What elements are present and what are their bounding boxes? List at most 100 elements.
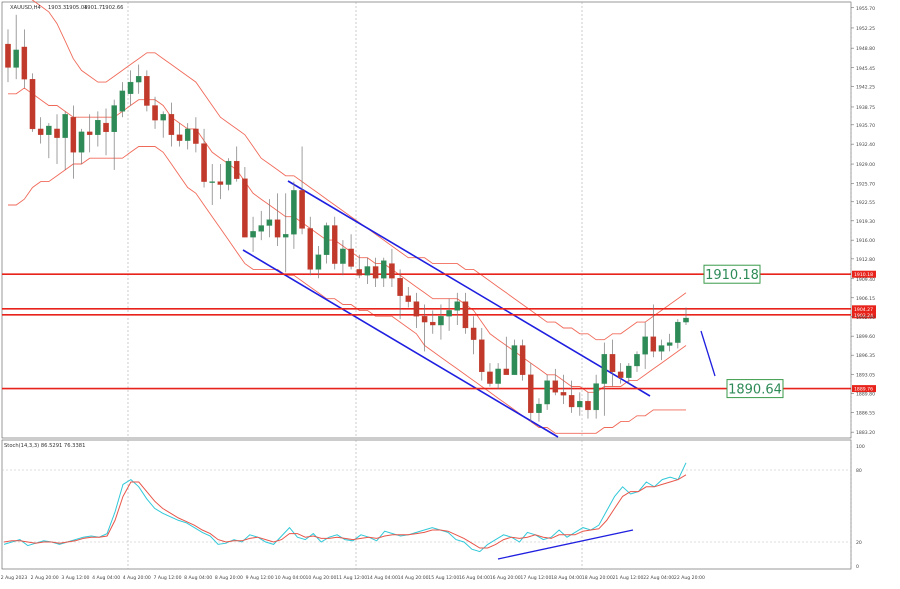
stoch-header: Stoch(14,3,3) 86.5291 76.3381	[4, 443, 85, 449]
candle-body	[274, 219, 281, 238]
ohlc-value: 1905.04	[66, 5, 88, 11]
ohlc-value: 1901.71	[84, 5, 105, 11]
level-axis-label: 1889.76	[854, 387, 873, 393]
y-tick-label: 1935.70	[856, 123, 875, 129]
y-tick-label: 1896.35	[856, 353, 875, 359]
candle-body	[37, 128, 44, 135]
y-tick-label: 1932.40	[856, 142, 875, 148]
candle-body	[381, 260, 387, 279]
main-panel-frame	[1, 1, 852, 439]
candle-body	[217, 181, 224, 185]
y-tick-label: 1948.80	[856, 46, 875, 52]
y-tick-label: 1889.80	[856, 392, 875, 398]
y-tick-label: 1922.55	[856, 200, 875, 206]
level-callout-box	[703, 264, 761, 284]
x-tick-label: 2 Aug 2023	[1, 575, 28, 581]
level-axis-label: 1910.18	[854, 272, 873, 278]
candle-body	[675, 321, 681, 343]
x-tick-label: 4 Aug 20:00	[123, 575, 151, 581]
trend-channel	[242, 180, 716, 438]
y-tick-label: 1945.45	[856, 66, 875, 72]
x-tick-label: 3 Aug 12:00	[61, 575, 89, 581]
candle-body	[462, 301, 469, 329]
y-tick-label: 1893.05	[856, 372, 875, 378]
y-tick-label: 1883.20	[856, 430, 875, 436]
candle-body	[95, 119, 101, 135]
candle-body	[111, 105, 117, 133]
x-tick-label: 18 Aug 20:00	[582, 575, 613, 581]
candle-body	[348, 248, 354, 267]
level-axis-badge	[852, 305, 876, 313]
y-tick-label: 1942.25	[856, 84, 875, 90]
candle-body	[323, 225, 330, 255]
level-axis-badge	[852, 270, 876, 278]
x-tick-label: 10 Aug 04:00	[275, 575, 306, 581]
grid	[1, 1, 852, 570]
candle-body	[70, 117, 77, 153]
candle-body	[242, 178, 248, 238]
level-callout-box	[726, 379, 784, 399]
ohlc-value: 1903.31	[48, 5, 69, 11]
candle-body	[5, 43, 11, 68]
candle-body	[184, 128, 191, 141]
channel-line	[287, 180, 651, 397]
y-tick-label: 1916.00	[856, 238, 875, 244]
y-tick-label: 1912.80	[856, 257, 875, 263]
candle-body	[119, 90, 126, 112]
candle-body	[585, 400, 591, 411]
candle-body	[421, 316, 428, 323]
y-tick-label: 1906.15	[856, 296, 875, 302]
x-tick-label: 4 Aug 04:00	[92, 575, 120, 581]
symbol-header: XAUUSD,H4	[10, 5, 42, 11]
candle-body	[601, 354, 608, 384]
x-tick-label: 18 Aug 04:00	[551, 575, 582, 581]
y-tick-label: 1938.75	[856, 105, 875, 111]
candle-body	[144, 76, 150, 106]
x-tick-label: 8 Aug 04:00	[184, 575, 212, 581]
candle-body	[446, 310, 452, 317]
x-tick-label: 17 Aug 12:00	[520, 575, 551, 581]
candle-body	[282, 234, 289, 238]
axes: 1955.70 1952.25 1948.80 1945.45 1942.25 1938.…	[1, 5, 875, 581]
candle-body	[176, 134, 183, 141]
candle-body	[331, 225, 338, 264]
stoch-y-label: 20	[856, 540, 862, 546]
x-tick-label: 16 Aug 20:00	[490, 575, 521, 581]
level-axis-badge	[852, 311, 876, 319]
y-tick-label: 1919.30	[856, 219, 875, 225]
y-tick-label: 1909.40	[856, 277, 875, 283]
level-callout-label: 1890.64	[728, 383, 782, 398]
candle-body	[454, 301, 461, 311]
level-axis-label: 1903.24	[854, 313, 873, 319]
candle-body	[372, 266, 379, 279]
candle-body	[609, 354, 616, 373]
y-tick-label: 1886.55	[856, 411, 875, 417]
y-tick-label: 1899.60	[856, 334, 875, 340]
candle-body	[201, 143, 207, 182]
candle-body	[103, 122, 109, 133]
candle-body	[511, 345, 518, 375]
level-axis-label: 1904.27	[854, 307, 873, 313]
candle-body	[340, 248, 346, 264]
x-tick-label: 22 Aug 20:00	[674, 575, 705, 581]
forecast-arrow	[700, 330, 716, 377]
candle-body	[528, 374, 534, 413]
candle-body	[135, 76, 142, 83]
candle-body	[438, 316, 444, 326]
level-callout-label: 1910.18	[705, 268, 759, 283]
candle-body	[315, 254, 322, 270]
candle-body	[29, 79, 36, 130]
stochastic-oscillator	[2, 462, 851, 560]
candle-body	[86, 131, 93, 135]
x-tick-label: 2 Aug 20:00	[31, 575, 59, 581]
candle-body	[397, 278, 403, 296]
candle-body	[487, 371, 493, 384]
stoch-panel-frame	[1, 439, 852, 570]
x-tick-label: 11 Aug 12:00	[336, 575, 367, 581]
candle-body	[364, 266, 371, 276]
candle-body	[307, 228, 313, 270]
candle-body	[593, 383, 599, 411]
y-tick-label: 1925.70	[856, 181, 875, 187]
candle-body	[209, 181, 215, 183]
